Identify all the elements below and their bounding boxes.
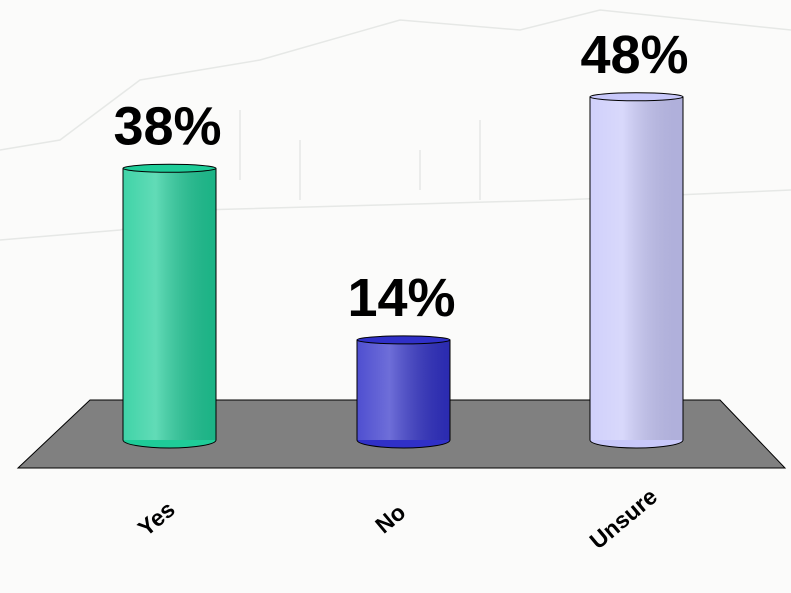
bar-shade (357, 339, 450, 440)
value-label: 14% (347, 268, 455, 328)
bar-shade (590, 96, 683, 441)
bar-shade (123, 168, 216, 441)
cylinder-top (122, 163, 217, 173)
value-label: 48% (580, 25, 688, 85)
cylinder-top (589, 92, 684, 102)
x-tick-label: Yes (133, 496, 180, 541)
x-tick-label: No (370, 499, 410, 539)
cylinder-top (356, 335, 451, 345)
x-tick-label: Unsure (585, 483, 662, 554)
value-label: 38% (113, 97, 221, 157)
